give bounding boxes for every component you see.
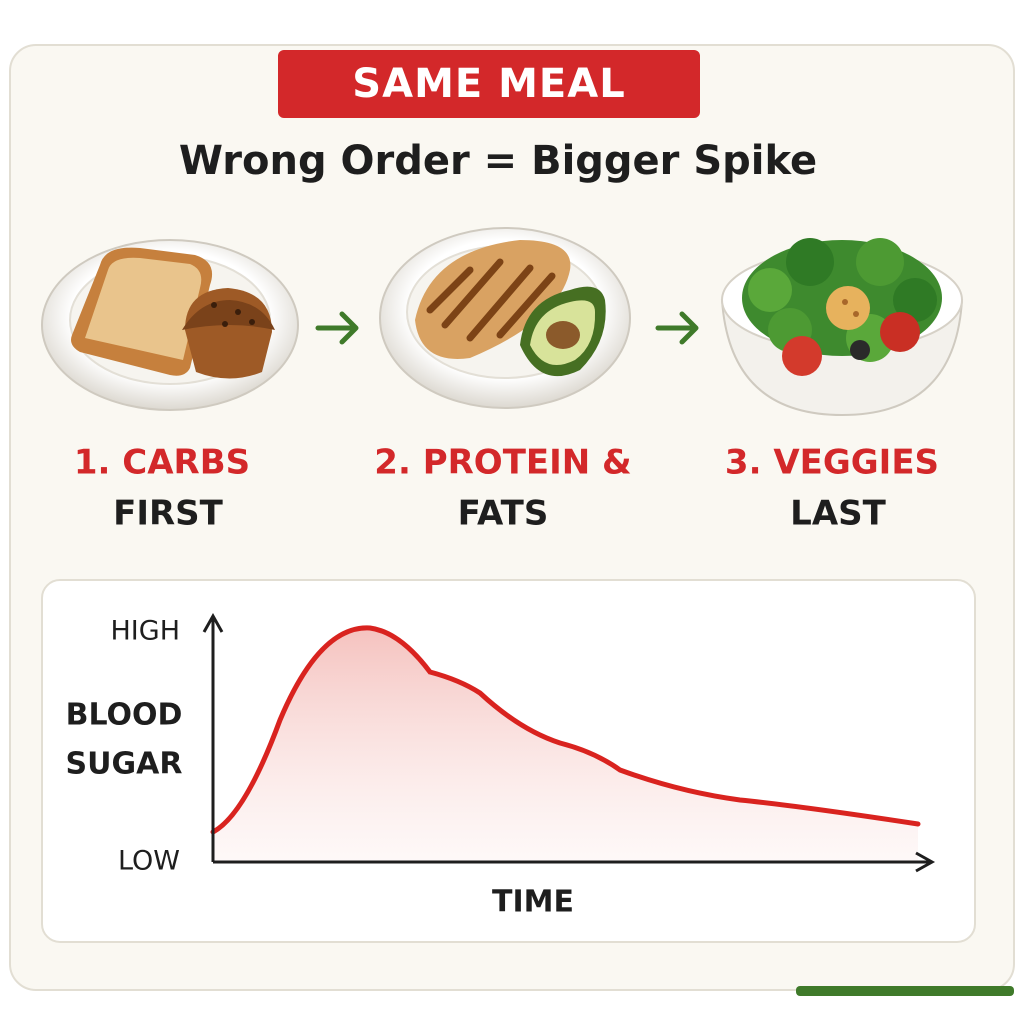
x-axis	[213, 851, 936, 873]
low-label: LOW	[118, 846, 180, 877]
carbs-plate	[41, 239, 299, 411]
arrow	[655, 311, 699, 345]
badge	[278, 50, 700, 118]
curve	[210, 625, 921, 835]
step-sub: FATS	[458, 494, 549, 534]
badge-text: SAME MEAL	[352, 61, 625, 107]
footer-accent	[796, 986, 1014, 996]
y-axis-label: BLOOD	[66, 698, 183, 733]
title: Wrong Order = Bigger Spike	[179, 138, 817, 184]
high-label: HIGH	[111, 616, 181, 647]
step-sub: FIRST	[113, 494, 224, 534]
y-axis	[202, 612, 224, 862]
y-axis-label: SUGAR	[66, 747, 183, 782]
veggies-bowl	[720, 238, 964, 417]
protein-plate	[379, 227, 631, 409]
step-sub: LAST	[790, 494, 886, 534]
step-label: 2. PROTEIN &	[374, 443, 631, 483]
arrow	[315, 311, 359, 345]
x-axis-label: TIME	[492, 885, 574, 920]
step-label: 3. VEGGIES	[725, 443, 939, 483]
step-label: 1. CARBS	[74, 443, 250, 483]
